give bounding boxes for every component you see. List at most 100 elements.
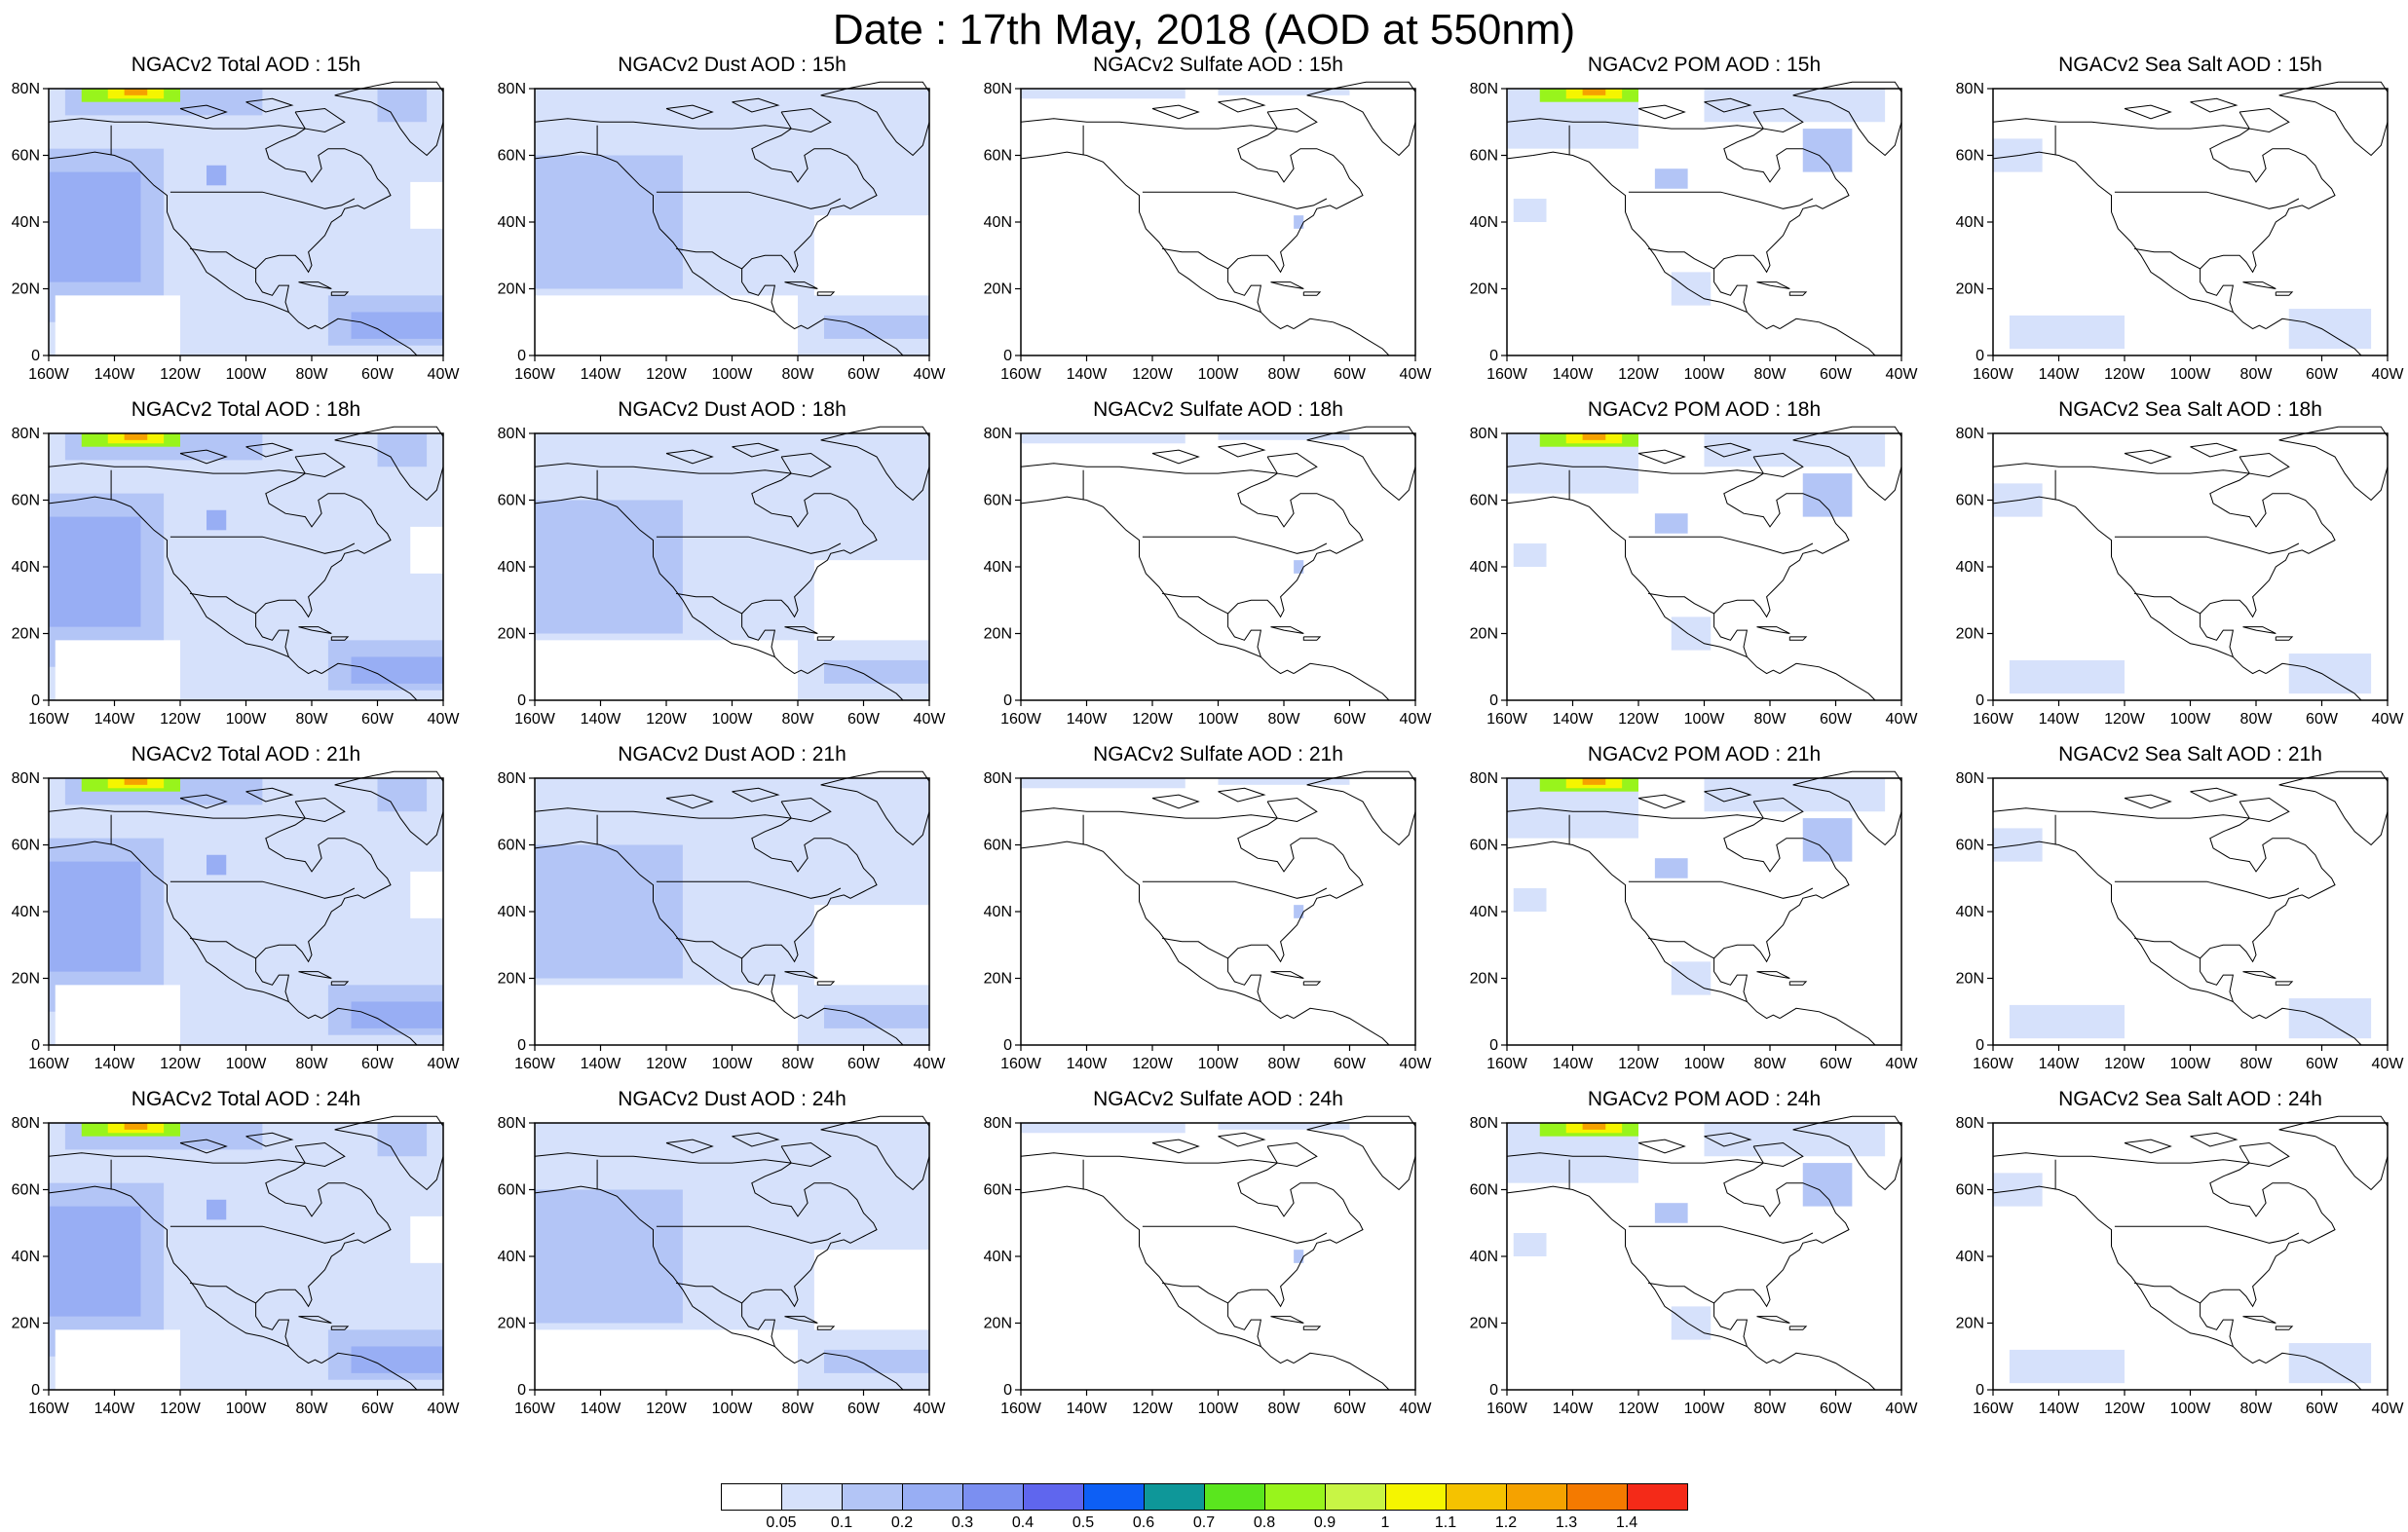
map-plot: 80N 60N 40N 20N 0 160W 140W 120W 100W 80W 60W 40W [984,426,1433,728]
lat-tick-label: 80N [498,770,526,787]
aod-region [1671,272,1712,306]
colorbar-swatch [902,1483,963,1511]
coastline [1752,452,1804,478]
lat-tick-label: 40N [1956,904,1984,920]
colorbar-label: 0.6 [1132,1514,1155,1531]
coastline [1306,81,1416,157]
coastline [2275,1326,2294,1330]
coastline [298,1316,332,1324]
coastline [169,191,356,209]
coastline [48,151,322,330]
coastline [320,1007,418,1046]
coastline [534,151,809,330]
coastline [255,268,290,313]
lon-tick-label: 100W [1684,366,1726,383]
coastline [1218,97,1266,113]
coastline [807,662,904,701]
coastline [1992,807,2250,819]
lat-tick-label: 80N [1956,81,1984,97]
map-panel-total-24h: NGACv2 Total AOD : 24h 80N 60N 40N 20N 0 160W 1… [0,1088,492,1433]
coastline [1752,107,1804,133]
lat-tick-label: 80N [984,770,1012,787]
coastline [1218,787,1266,803]
map-panel-pom-21h: NGACv2 POM AOD : 21h 80N 60N 40N 20N 0 160W 140… [1458,743,1950,1088]
lon-tick-label: 80W [1268,1056,1301,1072]
lon-tick-label: 120W [646,711,688,728]
lat-tick-label: 20N [1956,1316,1984,1332]
lon-tick-label: 120W [646,366,688,383]
coastline [1648,937,1714,959]
colorbar-swatch [1506,1483,1567,1511]
coastline [1704,1132,1752,1147]
map-plot: 80N 60N 40N 20N 0 160W 140W 120W 100W 80W 60W 40W [498,426,947,728]
panel-title: NGACv2 POM AOD : 15h [1587,54,1822,76]
lon-tick-label: 80W [1754,711,1787,728]
colorbar-label: 0.4 [1011,1514,1035,1531]
lat-tick-label: 40N [498,904,526,920]
coastline [534,807,792,819]
lon-tick-label: 40W [2372,366,2405,383]
lat-tick-label: 0 [1489,1382,1498,1399]
aod-region [410,871,443,918]
colorbar-label: 0.8 [1253,1514,1276,1531]
lat-tick-label: 40N [984,904,1012,920]
lon-tick-label: 100W [2170,1056,2212,1072]
aod-region [2009,1349,2125,1384]
coastline [1266,107,1318,133]
coastline [2134,1282,2201,1304]
lon-tick-label: 160W [1486,711,1528,728]
coastline [294,452,346,478]
lon-tick-label: 80W [1268,711,1301,728]
coastline [656,880,842,899]
lat-tick-label: 40N [12,559,40,576]
colorbar-swatch [1385,1483,1447,1511]
lon-tick-label: 120W [160,1056,202,1072]
map-panel-total-15h: NGACv2 Total AOD : 15h 80N 60N 40N 20N 0 160W 1… [0,54,492,398]
aod-region [207,165,227,186]
aod-region [1654,168,1688,189]
coastline [334,81,444,157]
lon-tick-label: 140W [1067,366,1109,383]
lat-tick-label: 20N [12,281,40,298]
coastline [1779,662,1876,701]
aod-region [377,433,428,467]
panel-title: NGACv2 Sulfate AOD : 15h [1093,54,1343,76]
coastline [1142,1225,1328,1244]
coastline [1506,118,1764,130]
aod-region [351,1346,443,1373]
coastline [1270,971,1304,979]
coastline [1788,291,1808,296]
coastline [1227,957,1262,1002]
lon-tick-label: 160W [514,711,556,728]
lat-tick-label: 0 [1003,348,1012,364]
coastline [732,97,780,113]
coastline [2114,880,2300,899]
map-plot: 80N 60N 40N 20N 0 160W 140W 120W 100W 80W 60W 40W [12,426,461,728]
coastline [255,128,392,274]
coastline [534,841,809,1020]
colorbar-swatch [721,1483,782,1511]
colorbar-label: 0.5 [1072,1514,1095,1531]
lon-tick-label: 100W [1684,1401,1726,1417]
aod-region [813,1250,929,1330]
aod-region [535,844,683,979]
panel-title: NGACv2 Dust AOD : 21h [618,743,847,766]
colorbar [721,1483,1688,1511]
coastline [334,1115,444,1191]
coastline [1302,981,1322,986]
lon-tick-label: 160W [28,1401,70,1417]
lon-tick-label: 40W [2372,1401,2405,1417]
coastline [2275,291,2294,296]
lat-tick-label: 0 [1489,692,1498,709]
figure-title: Date : 17th May, 2018 (AOD at 550nm) [832,6,1576,54]
aod-region [1218,433,1350,440]
coastline [2278,81,2389,157]
lon-tick-label: 120W [2104,366,2146,383]
coastline [1506,463,1764,474]
coastline [1704,787,1752,803]
aod-region [535,1329,798,1390]
map-plot: 80N 60N 40N 20N 0 160W 140W 120W 100W 80W 60W 40W [498,1115,947,1417]
coastline [741,1162,878,1308]
coastline [1506,807,1764,819]
coastline [2114,191,2300,209]
